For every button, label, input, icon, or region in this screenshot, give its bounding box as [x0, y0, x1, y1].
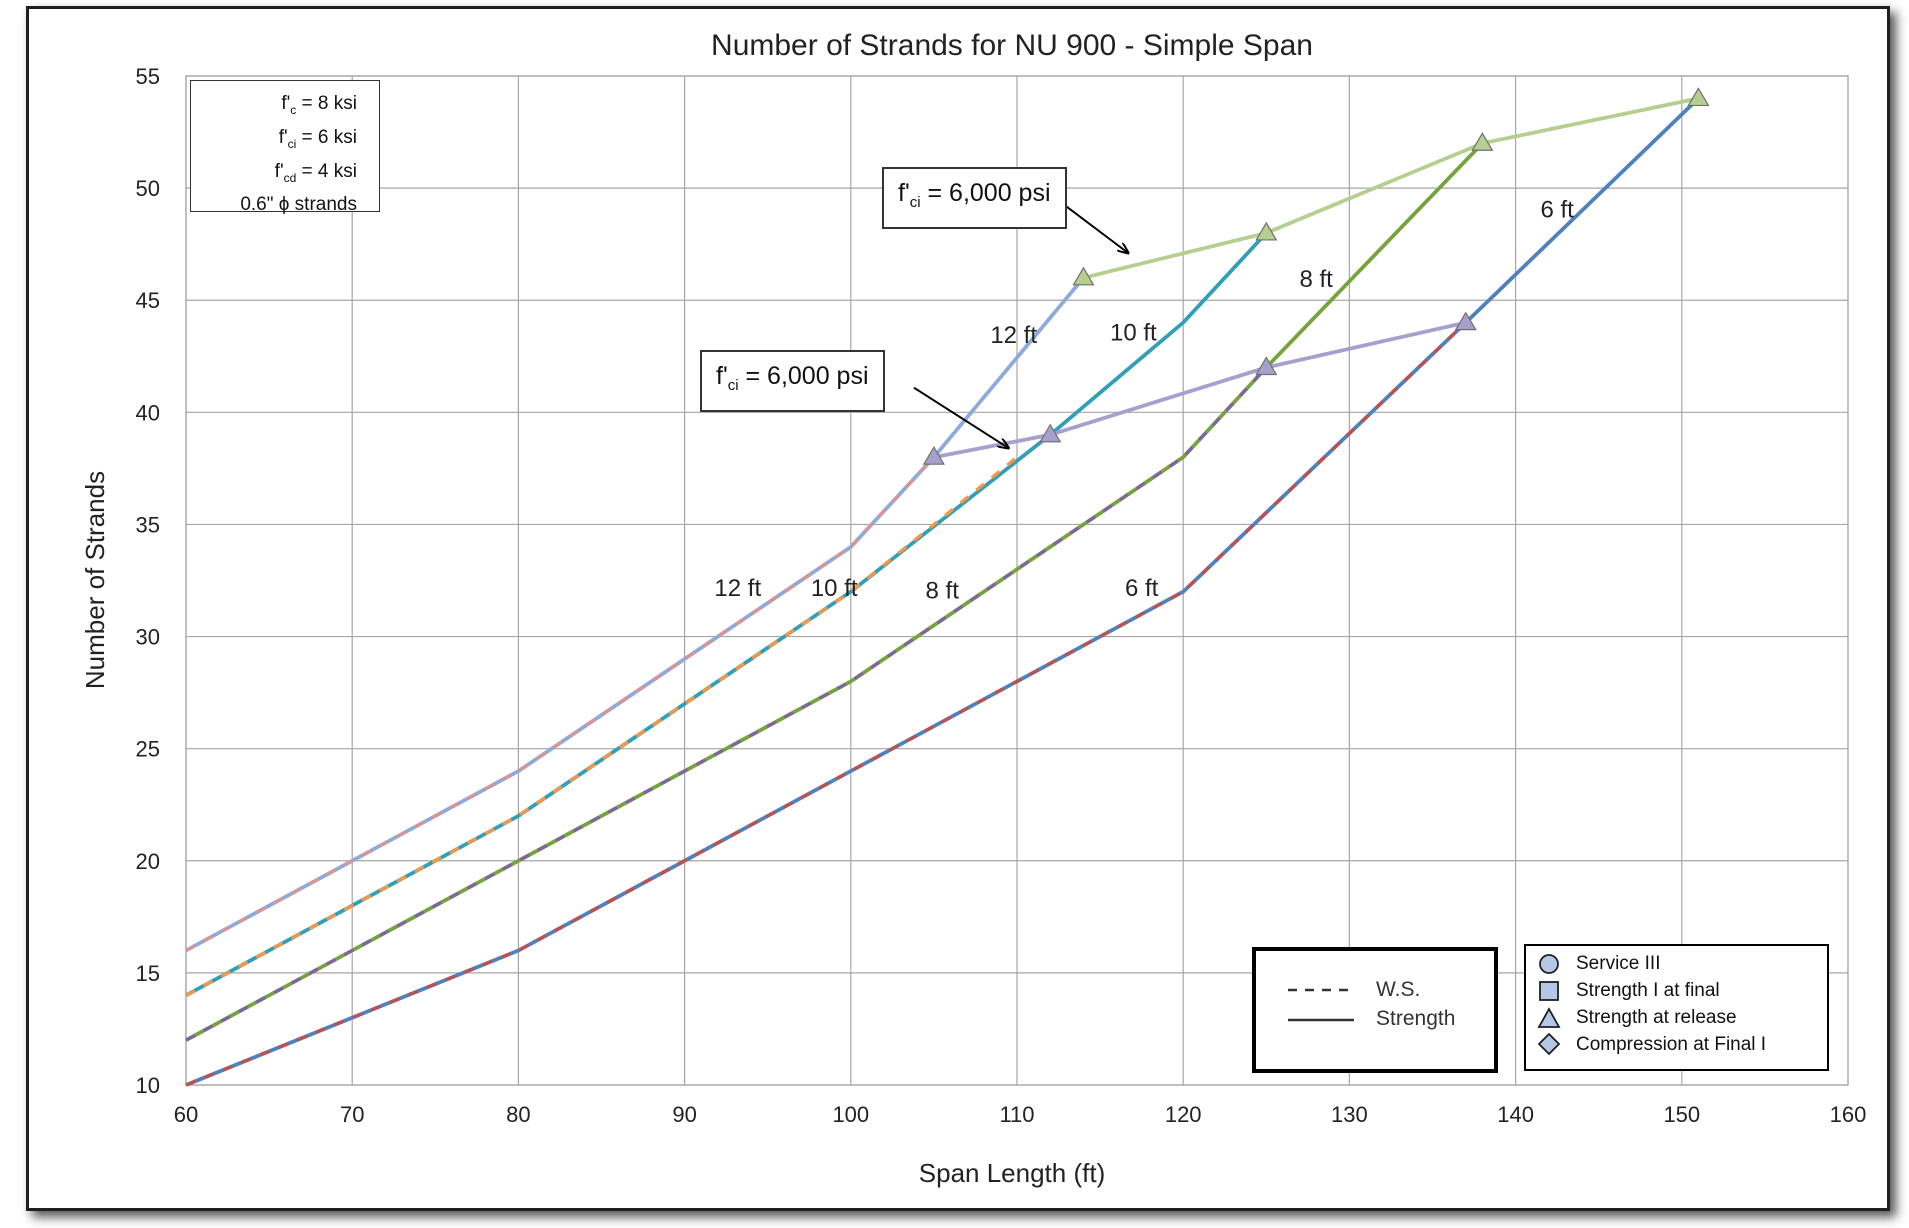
x-tick-label: 160	[1830, 1102, 1867, 1127]
callout-upper-value: = 6,000 psi	[920, 179, 1051, 207]
series-line-8-ft-dashed	[185, 366, 1268, 1042]
callout-fci-lower: f'ci = 6,000 psi	[700, 350, 885, 412]
series-line-strength-at-release-solid	[933, 320, 1467, 460]
y-tick-label: 45	[136, 288, 160, 313]
x-tick-label: 70	[340, 1102, 364, 1127]
property-fc-subscript: c	[290, 102, 297, 117]
x-tick-label: 120	[1165, 1102, 1202, 1127]
property-fc-value: = 8 ksi	[296, 93, 357, 114]
y-tick-label: 55	[136, 64, 160, 89]
property-fci-value: = 6 ksi	[296, 126, 357, 148]
y-tick-label: 20	[136, 849, 160, 874]
property-fcd-value: = 4 ksi	[296, 160, 357, 182]
property-strands: 0.6" ϕ strands	[240, 194, 357, 216]
x-tick-label: 90	[672, 1102, 696, 1127]
x-tick-label: 60	[174, 1102, 198, 1127]
strength-at-release-marker	[1072, 266, 1095, 286]
diamond-marker-icon	[1537, 1032, 1561, 1056]
series-line-6-ft-dashed	[185, 321, 1467, 1087]
marker-legend: Service III Strength I at final Strength…	[1524, 944, 1829, 1071]
legend-strength1-final-label: Strength I at final	[1576, 980, 1720, 1001]
legend-ws-label: W.S.	[1376, 978, 1421, 1001]
x-tick-label: 140	[1497, 1102, 1534, 1127]
triangle-marker-icon	[1537, 1007, 1561, 1028]
callout-arrow	[913, 386, 1009, 449]
strength-at-release-marker	[922, 445, 945, 465]
callout-lower-value: = 6,000 psi	[738, 362, 869, 390]
callout-lower-subscript: ci	[727, 377, 739, 394]
property-fc: f'c = 8 ksi	[191, 90, 357, 124]
y-tick-label: 50	[136, 176, 160, 201]
chart-title: Number of Strands for NU 900 - Simple Sp…	[711, 29, 1313, 62]
property-fcd-symbol: f'	[274, 160, 284, 182]
square-marker-icon	[1539, 981, 1559, 1001]
y-axis-label: Number of Strands	[80, 471, 110, 689]
material-properties-box: f'c = 8 ksi f'ci = 6 ksi f'cd = 4 ksi 0.…	[190, 80, 380, 215]
series-line-strength-at-release-solid	[1083, 96, 1699, 280]
x-tick-label: 110	[999, 1102, 1034, 1127]
strength-at-release-marker	[1687, 87, 1710, 107]
circle-marker-icon	[1539, 954, 1559, 974]
property-fci-subscript: ci	[287, 136, 297, 151]
callout-upper-symbol: f'	[898, 179, 910, 207]
property-fcd-subscript: cd	[283, 170, 297, 185]
spacing-label: 8 ft	[926, 577, 960, 604]
legend-solid-line-icon	[1288, 1018, 1354, 1022]
strength-at-release-marker	[1255, 356, 1278, 376]
x-axis-label: Span Length (ft)	[919, 1158, 1105, 1188]
x-tick-label: 100	[832, 1102, 869, 1127]
x-tick-label: 80	[506, 1102, 530, 1127]
strength-at-release-marker	[1471, 132, 1494, 151]
y-tick-label: 10	[136, 1073, 160, 1098]
strength-at-release-marker	[1039, 423, 1062, 443]
spacing-label: 8 ft	[1299, 266, 1333, 293]
spacing-label: 10 ft	[1110, 320, 1157, 347]
series-line-6-ft-solid	[185, 97, 1700, 1087]
x-tick-label: 130	[1331, 1102, 1368, 1127]
strength-at-release-marker	[1454, 311, 1477, 331]
legend-dashed-line-icon	[1288, 988, 1354, 992]
property-fc-symbol: f'	[281, 93, 291, 114]
legend-strength-release-label: Strength at release	[1576, 1007, 1737, 1028]
callout-fci-upper: f'ci = 6,000 psi	[882, 167, 1067, 229]
legend-compression-final-label: Compression at Final I	[1576, 1034, 1767, 1055]
property-fci-symbol: f'	[278, 126, 288, 148]
legend-strength-label: Strength	[1376, 1007, 1456, 1030]
spacing-label: 12 ft	[990, 322, 1037, 349]
y-tick-label: 40	[136, 400, 160, 425]
spacing-label: 12 ft	[714, 575, 761, 602]
callout-lower-symbol: f'	[716, 362, 728, 390]
y-tick-label: 15	[136, 961, 160, 986]
property-fcd: f'cd = 4 ksi	[191, 158, 357, 192]
y-tick-label: 25	[136, 737, 160, 762]
spacing-label: 10 ft	[811, 575, 858, 602]
y-tick-label: 35	[136, 512, 160, 537]
spacing-label: 6 ft	[1540, 196, 1574, 223]
callout-upper-subscript: ci	[909, 194, 921, 211]
spacing-label: 6 ft	[1125, 575, 1159, 602]
legend-service3-label: Service III	[1576, 953, 1661, 974]
y-tick-label: 30	[136, 625, 160, 650]
property-fci: f'ci = 6 ksi	[191, 124, 357, 158]
series-line-8-ft-solid	[185, 141, 1484, 1042]
line-style-legend: W.S. Strength	[1252, 947, 1498, 1073]
strength-at-release-marker	[1255, 221, 1278, 241]
x-tick-label: 150	[1663, 1102, 1700, 1127]
